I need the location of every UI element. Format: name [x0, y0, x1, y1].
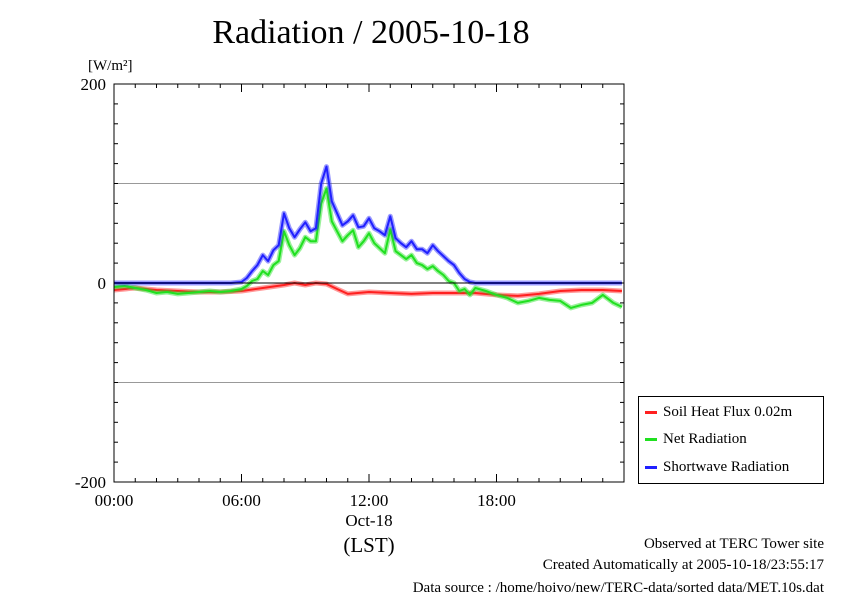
axes: [113, 83, 625, 483]
legend-swatch-net: [645, 437, 657, 441]
series-line-2: [114, 165, 622, 284]
date-label: Oct-18: [345, 511, 392, 530]
x-axis-label: (LST): [343, 533, 394, 557]
y-tick-label: -200: [75, 473, 106, 492]
footer-source: Data source : /home/hoivo/new/TERC-data/…: [412, 580, 824, 596]
legend-label-shortwave: Shortwave Radiation: [663, 458, 790, 475]
legend-label-net: Net Radiation: [663, 430, 747, 447]
series-line-1: [113, 187, 623, 309]
series-lines: [113, 164, 623, 311]
legend: Soil Heat Flux 0.02m Net Radiation Short…: [638, 396, 824, 484]
x-tick-label: 18:00: [477, 491, 516, 510]
legend-item-net-radiation: Net Radiation: [645, 430, 747, 448]
x-tick-label: 00:00: [95, 491, 134, 510]
grid-lines: [114, 183, 624, 383]
legend-item-shortwave: Shortwave Radiation: [645, 458, 789, 476]
footer-created: Created Automatically at 2005-10-18/23:5…: [542, 557, 824, 573]
x-tick-label: 06:00: [222, 491, 261, 510]
legend-item-soil-heat-flux: Soil Heat Flux 0.02m: [645, 403, 792, 421]
y-tick-label: 200: [81, 75, 107, 94]
series-halo-2: [114, 164, 622, 286]
legend-swatch-shortwave: [645, 465, 657, 469]
y-tick-label: 0: [98, 274, 107, 293]
footer-observed: Observed at TERC Tower site: [643, 536, 824, 552]
legend-label-soil: Soil Heat Flux 0.02m: [663, 403, 793, 420]
legend-swatch-soil: [645, 410, 657, 414]
x-tick-label: 12:00: [350, 491, 389, 510]
chart-title: Radiation / 2005-10-18: [212, 14, 530, 51]
y-axis-label: [W/m²]: [88, 58, 132, 74]
